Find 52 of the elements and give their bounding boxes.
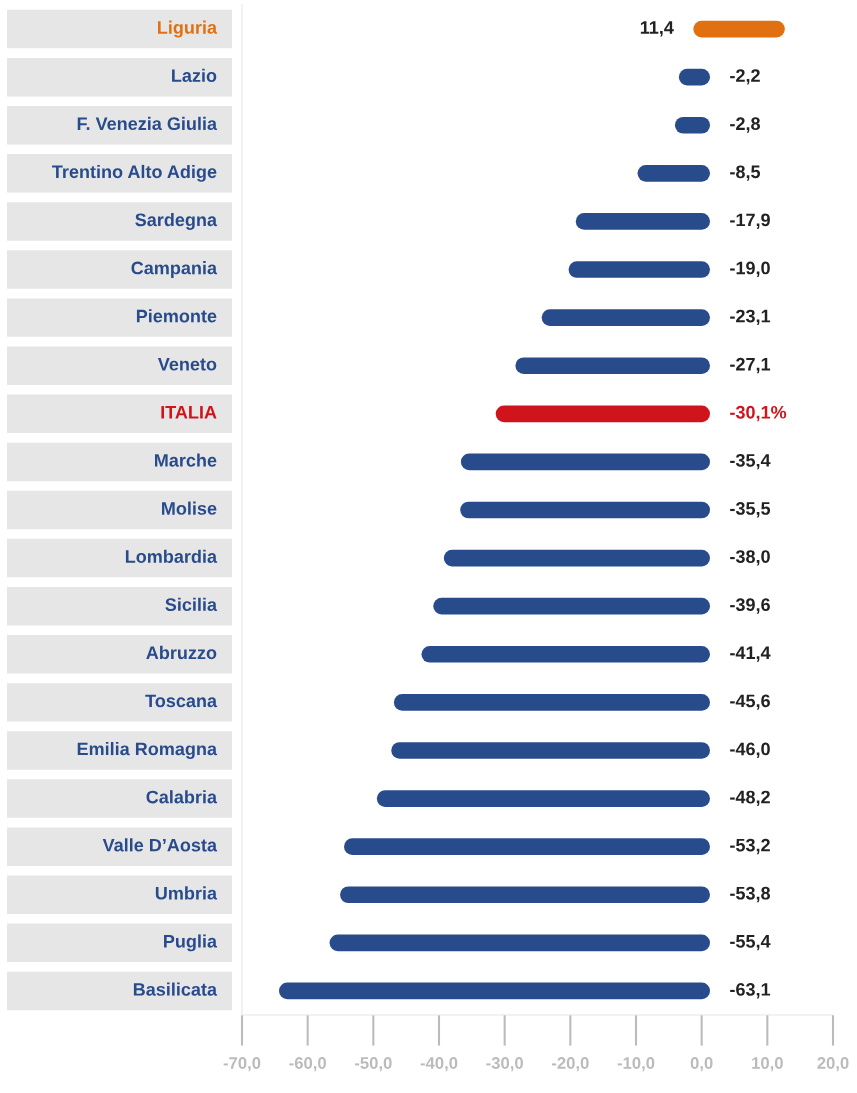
data-label: -63,1 <box>730 983 771 999</box>
x-tick-label: 10,0 <box>752 1057 783 1072</box>
y-tick-label: Molise <box>162 501 217 515</box>
x-tick-label: -20,0 <box>551 1057 589 1072</box>
data-label: -46,0 <box>730 742 770 758</box>
x-tick-label: -60,0 <box>289 1057 326 1072</box>
y-tick-label: ITALIA <box>161 406 217 419</box>
data-label: -55,4 <box>730 935 771 951</box>
x-tick-label: -30,0 <box>486 1057 523 1072</box>
data-label: -17,9 <box>730 213 770 229</box>
y-tick-label: Sicilia <box>165 597 218 612</box>
data-label: -2,2 <box>730 69 760 85</box>
data-label: 11,4 <box>640 21 674 37</box>
data-label: -23,1 <box>730 309 771 326</box>
data-label: -53,8 <box>730 886 771 903</box>
data-label: -53,2 <box>730 838 770 855</box>
y-tick-label: Valle D’Aosta <box>102 838 218 852</box>
x-tick-label: -50,0 <box>354 1057 392 1072</box>
data-label: -30,1% <box>730 405 787 422</box>
x-tick-label: -40,0 <box>420 1057 458 1072</box>
y-tick-label: Lazio <box>172 68 217 82</box>
data-label: -19,0 <box>730 261 770 277</box>
data-label: -48,2 <box>730 790 770 807</box>
y-tick-label: Toscana <box>145 694 218 708</box>
data-label: -8,5 <box>730 165 761 181</box>
y-tick-label: Abruzzo <box>146 645 217 660</box>
y-tick-label: Campania <box>131 261 218 278</box>
y-tick-label: Liguria <box>158 20 218 38</box>
y-tick-label: Trentino Alto Adige <box>52 164 217 182</box>
data-label: -2,8 <box>730 117 760 133</box>
y-tick-label: Lombardia <box>125 549 218 563</box>
y-tick-label: Marche <box>154 453 217 467</box>
y-tick-label: Veneto <box>157 357 217 371</box>
data-label: -35,4 <box>730 453 771 470</box>
data-label: -38,0 <box>730 550 770 566</box>
data-label: -45,6 <box>730 694 770 710</box>
y-tick-label: F. Venezia Giulia <box>77 116 218 131</box>
y-tick-label: Puglia <box>164 934 218 952</box>
y-tick-label: Piemonte <box>136 309 217 323</box>
x-tick-label: -10,0 <box>617 1057 655 1072</box>
data-label: -39,6 <box>730 598 770 614</box>
data-label: -27,1 <box>730 357 771 374</box>
x-tick-label: -70,0 <box>223 1057 261 1072</box>
x-tick-label: 0,0 <box>690 1057 713 1072</box>
data-label: -35,5 <box>730 502 771 518</box>
y-tick-label: Emilia Romagna <box>77 742 218 759</box>
x-tick-label: 20,0 <box>817 1057 849 1072</box>
data-label: -41,4 <box>730 646 771 662</box>
y-tick-label: Sardegna <box>135 212 218 230</box>
y-tick-label: Calabria <box>146 790 218 804</box>
y-tick-label: Basilicata <box>133 982 218 996</box>
y-tick-label: Umbria <box>155 886 218 900</box>
